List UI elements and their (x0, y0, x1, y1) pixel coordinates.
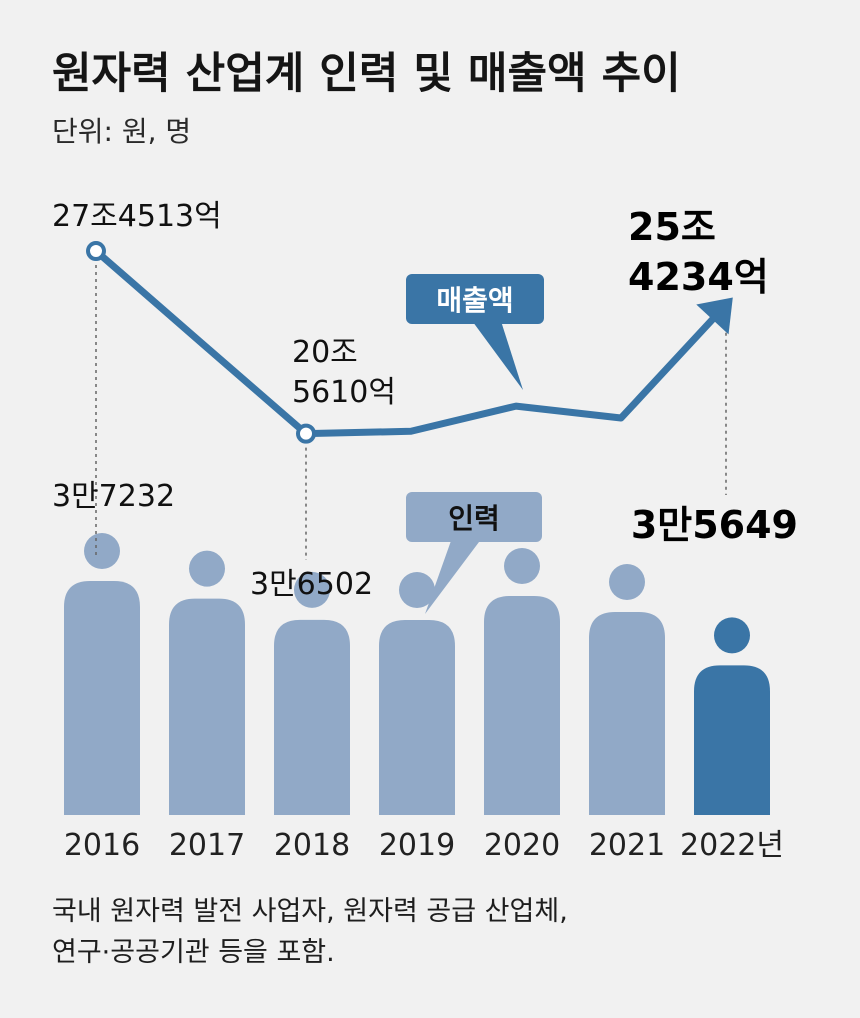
staff-bar-body-2 (274, 619, 350, 815)
staff-bar-head-1 (189, 550, 225, 587)
x-tick-label-2: 2018 (274, 828, 350, 863)
staff-bar-head-6 (714, 617, 750, 654)
staff-bar-body-3 (379, 620, 455, 815)
sales-arrowhead (696, 297, 733, 335)
staff-bar-body-4 (484, 596, 560, 815)
staff-bar-body-5 (589, 612, 665, 815)
sales-data-label-0-0: 27조4513억 (52, 199, 222, 234)
staff-callout-pointer (425, 538, 482, 614)
sales-callout-label: 매출액 (436, 284, 513, 317)
staff-bar-head-4 (504, 548, 540, 584)
staff-bar-head-2 (294, 571, 330, 608)
x-tick-label-0: 2016 (64, 828, 140, 863)
footnote-line-1: 국내 원자력 발전 사업자, 원자력 공급 산업체, (52, 896, 568, 927)
sales-data-label-6-1: 4234억 (628, 255, 769, 299)
unit-note: 단위: 원, 명 (52, 115, 191, 148)
staff-data-label-0: 3만7232 (52, 479, 175, 514)
sales-data-label-2-1: 5610억 (292, 375, 396, 410)
sales-data-label-6-0: 25조 (628, 205, 716, 249)
x-tick-label-5: 2021 (589, 828, 665, 863)
staff-data-label-2: 3만6502 (250, 567, 373, 602)
x-tick-label-6: 2022년 (680, 828, 784, 863)
x-tick-label-1: 2017 (169, 828, 245, 863)
x-tick-label-3: 2019 (379, 828, 455, 863)
staff-bar-head-0 (84, 532, 120, 569)
sales-data-label-2-0: 20조 (292, 335, 358, 370)
staff-bar-body-0 (64, 580, 140, 815)
sales-callout-box (406, 274, 544, 324)
sales-line (92, 247, 716, 438)
staff-callout-box (406, 492, 542, 542)
staff-bar-head-5 (609, 564, 645, 600)
staff-bar-body-6 (694, 665, 770, 815)
footnote-line-2: 연구·공공기관 등을 포함. (52, 937, 335, 968)
staff-bar-head-3 (399, 572, 435, 608)
staff-bar-body-1 (169, 598, 245, 815)
chart-title: 원자력 산업계 인력 및 매출액 추이 (52, 49, 681, 99)
staff-data-label-6: 3만5649 (631, 503, 798, 547)
staff-callout-label: 인력 (448, 502, 500, 535)
sales-point-0 (86, 241, 106, 262)
x-tick-label-4: 2020 (484, 828, 560, 863)
sales-point-2 (296, 423, 316, 444)
sales-callout-pointer (470, 318, 523, 390)
